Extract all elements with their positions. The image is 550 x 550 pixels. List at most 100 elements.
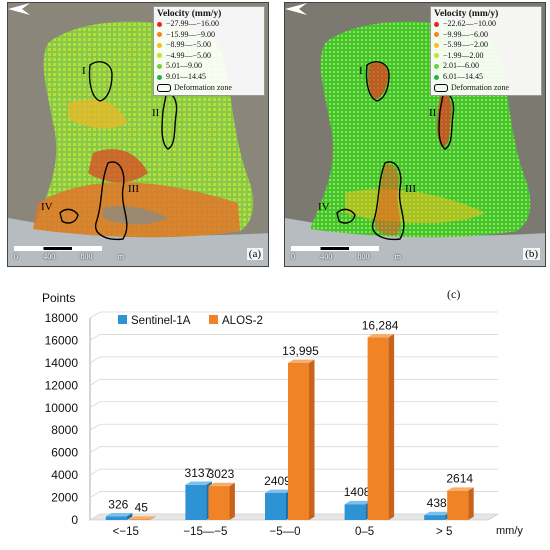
- legend-title-a: Velocity (mm/y): [157, 9, 222, 19]
- legend-label-alos: ALOS-2: [222, 315, 263, 327]
- legend-row: −8.99—−5.00: [157, 40, 261, 51]
- zone-label-iv: IV: [41, 201, 53, 213]
- x-tick-label: > 5: [436, 526, 452, 538]
- legend-dot: [434, 74, 439, 80]
- legend-label: 2.01—6.00: [443, 61, 479, 71]
- legend-c: Sentinel-1A ALOS-2: [118, 315, 263, 327]
- bar-top: [265, 489, 292, 493]
- bar-front: [424, 515, 446, 520]
- scale-label: 800: [357, 252, 370, 261]
- legend-label: −4.99—−5.00: [166, 50, 212, 60]
- scale-labels: 0 400 800 m: [291, 252, 401, 261]
- scale-labels: 0 400 800 m: [14, 252, 124, 261]
- x-tick-label: <−15: [113, 526, 139, 538]
- data-label: 1408: [344, 485, 371, 499]
- north-arrow-icon: [8, 3, 30, 15]
- scale-label: 400: [43, 252, 56, 261]
- legend-dot: [157, 21, 162, 27]
- bar-front: [288, 362, 309, 520]
- bar-side: [229, 482, 235, 520]
- bar-top: [367, 333, 395, 338]
- gridline: [89, 311, 498, 319]
- x-tick-label: 0–5: [355, 526, 374, 538]
- legend-row: 5.01—9.00: [157, 61, 261, 72]
- legend-dot: [157, 53, 162, 59]
- bar-top: [344, 500, 372, 505]
- scale-label: m: [117, 252, 124, 261]
- y-tick-label: 18000: [45, 311, 79, 325]
- legend-row: Deformation zone: [434, 83, 538, 94]
- y-tick-label: 8000: [51, 423, 78, 437]
- bar-side: [309, 359, 315, 520]
- legend-row: 9.01—14.45: [157, 72, 261, 83]
- data-label: 16,284: [362, 318, 399, 332]
- legend-row: −15.99—−9.00: [157, 30, 261, 41]
- y-tick-label: 12000: [45, 378, 79, 392]
- zone-label-ii: II: [429, 107, 437, 119]
- y-tick-label: 6000: [51, 446, 78, 460]
- x-tick-label: −5—0: [269, 526, 300, 538]
- data-label: 326: [108, 497, 128, 511]
- data-label: 438: [427, 496, 447, 510]
- y-tick-label: 14000: [45, 356, 79, 370]
- legend-dot: [434, 53, 439, 59]
- legend-dot: [157, 74, 162, 80]
- legend-b: Velocity (mm/y) −22.62—−10.00 −9.99—−6.0…: [430, 6, 542, 97]
- grid-layer: 0 2000 4000 6000 8000 10000 12000 14000 16000 180…: [45, 311, 500, 538]
- bar-front: [128, 519, 150, 520]
- gridline: [89, 356, 498, 364]
- zone-label-i: I: [82, 65, 86, 77]
- legend-label: −15.99—−9.00: [166, 29, 216, 39]
- bar-top: [185, 481, 212, 485]
- bar-front: [344, 504, 366, 520]
- legend-a: Velocity (mm/y) −27.99—−16.00 −15.99—−9.…: [153, 6, 265, 97]
- y-tick-label: 0: [71, 513, 78, 527]
- data-label: 13,995: [282, 344, 319, 358]
- legend-title-b: Velocity (mm/y): [434, 9, 499, 19]
- legend-label: −9.99—−6.00: [443, 29, 489, 39]
- legend-dot: [434, 32, 439, 38]
- data-label: 3023: [208, 467, 235, 481]
- bar-chart-c: 0 2000 4000 6000 8000 10000 12000 14000 16000 180…: [0, 274, 550, 545]
- gridline: [89, 378, 498, 386]
- legend-dot: [157, 42, 162, 48]
- legend-dot: [157, 64, 162, 70]
- bar-top: [424, 511, 451, 516]
- bar-side: [149, 516, 156, 520]
- bar-side: [126, 513, 133, 520]
- bar-front: [447, 490, 469, 520]
- legend-dot: [434, 42, 439, 48]
- legend-row: 2.01—6.00: [434, 61, 538, 72]
- legend-row: −1.99—2.00: [434, 51, 538, 62]
- panel-tag-b: (b): [523, 248, 540, 260]
- scale-bar-a: 0 400 800 m: [14, 246, 124, 261]
- map-panel-a: Velocity (mm/y) −27.99—−16.00 −15.99—−9.…: [7, 2, 269, 267]
- legend-row: 6.01—14.45: [434, 72, 538, 83]
- zone-label-ii: II: [152, 107, 160, 119]
- data-label: 2614: [446, 472, 473, 486]
- panel-tag-c: (c): [447, 287, 460, 301]
- bar-front: [105, 516, 127, 520]
- legend-label: −22.62—−10.00: [443, 19, 497, 28]
- y-axis-label: Points: [42, 291, 75, 305]
- legend-row: −22.62—−10.00: [434, 19, 538, 30]
- bar-top: [447, 487, 474, 491]
- legend-label: 6.01—14.45: [443, 71, 483, 81]
- gridline: [89, 491, 498, 498]
- legend-dot: [157, 32, 162, 38]
- legend-label: −8.99—−5.00: [166, 40, 212, 50]
- legend-label: −5.99—−2.00: [443, 40, 489, 50]
- scale-label: 400: [320, 252, 333, 261]
- legend-label: 9.01—14.45: [166, 71, 206, 81]
- legend-swatch-sentinel: [118, 315, 127, 324]
- data-label: 45: [135, 500, 149, 514]
- bar-front: [265, 492, 286, 520]
- scale-bar-graphic: [14, 246, 102, 251]
- scale-label: 800: [80, 252, 93, 261]
- bar-front: [208, 486, 230, 520]
- scale-label: m: [394, 252, 401, 261]
- legend-label: Deformation zone: [451, 82, 509, 92]
- zone-label-iii: III: [405, 183, 416, 195]
- gridline: [89, 446, 498, 454]
